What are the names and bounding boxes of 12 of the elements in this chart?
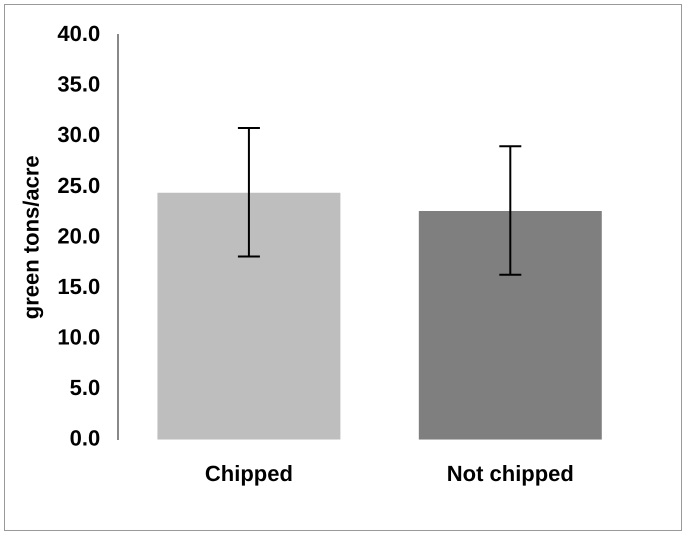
y-axis-title: green tons/acre (18, 155, 44, 320)
y-tick-label: 35.0 (57, 72, 100, 97)
y-tick-label: 40.0 (57, 21, 100, 46)
y-tick-label: 20.0 (57, 223, 100, 248)
y-tick-label: 5.0 (70, 375, 100, 400)
x-tick-label: Not chipped (446, 460, 574, 486)
y-tick-label: 25.0 (57, 172, 100, 198)
y-tick-label: 10.0 (57, 324, 100, 350)
x-tick-label: Chipped (204, 460, 293, 486)
y-tick-label: 0.0 (70, 426, 100, 451)
y-tick-label: 30.0 (57, 122, 100, 148)
y-tick-label: 15.0 (57, 274, 100, 299)
